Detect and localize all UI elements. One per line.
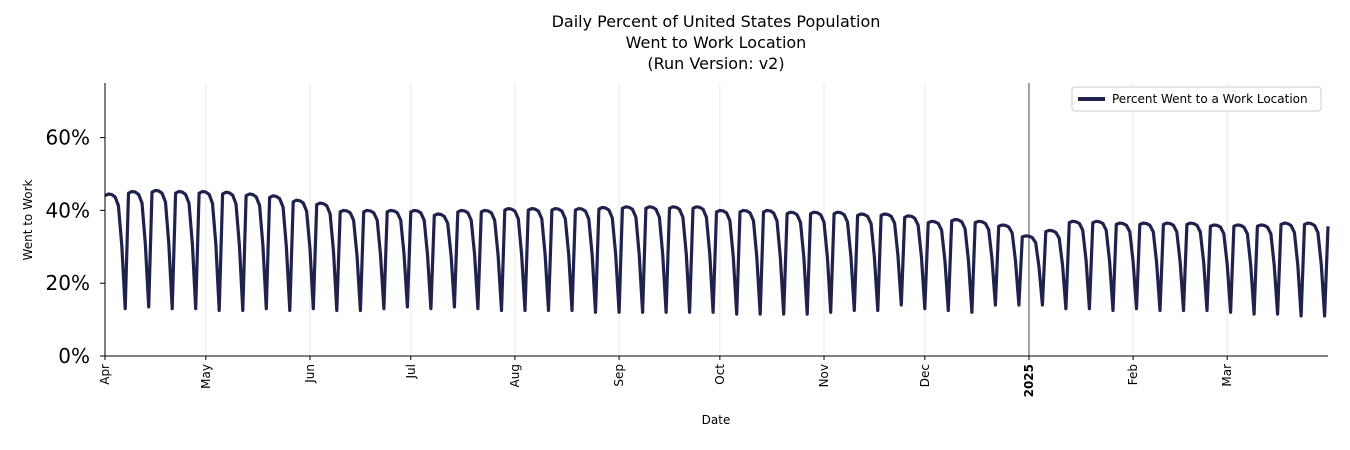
y-ticks: 0% 20% 40% 60% — [46, 126, 105, 368]
y-axis-label: Went to Work — [21, 179, 35, 260]
x-tick-label: Nov — [817, 364, 831, 387]
x-tick-label: Oct — [713, 364, 727, 385]
x-tick-label: Feb — [1126, 364, 1140, 385]
x-tick-label: Mar — [1220, 364, 1234, 387]
y-tick-label: 40% — [46, 198, 90, 222]
x-tick-label: Apr — [98, 364, 112, 385]
series-layer — [104, 188, 1330, 318]
y-tick-label: 20% — [46, 271, 90, 295]
chart-title-line-2: Went to Work Location — [626, 33, 807, 52]
y-tick-label: 0% — [58, 344, 90, 368]
x-tick-label: Jun — [303, 364, 317, 384]
grid — [205, 83, 1228, 356]
axes — [104, 83, 1328, 357]
x-tick-label: Sep — [612, 364, 626, 387]
x-axis-label: Date — [702, 413, 731, 427]
x-tick-label: Dec — [918, 364, 932, 387]
x-tick-label: Aug — [508, 364, 522, 387]
chart-title-line-1: Daily Percent of United States Populatio… — [552, 12, 881, 31]
x-tick-label: 2025 — [1022, 364, 1036, 397]
chart-title-line-3: (Run Version: v2) — [647, 54, 784, 73]
y-tick-label: 60% — [46, 126, 90, 150]
x-tick-label: Jul — [404, 364, 418, 379]
series-line — [104, 188, 1330, 318]
x-ticks: Apr May Jun Jul Aug Sep Oct Nov Dec 2025 Feb Mar — [98, 356, 1234, 397]
x-tick-label: May — [199, 364, 213, 389]
legend: Percent Went to a Work Location — [1071, 86, 1322, 112]
legend-label: Percent Went to a Work Location — [1112, 92, 1308, 106]
legend-box — [1071, 86, 1322, 112]
